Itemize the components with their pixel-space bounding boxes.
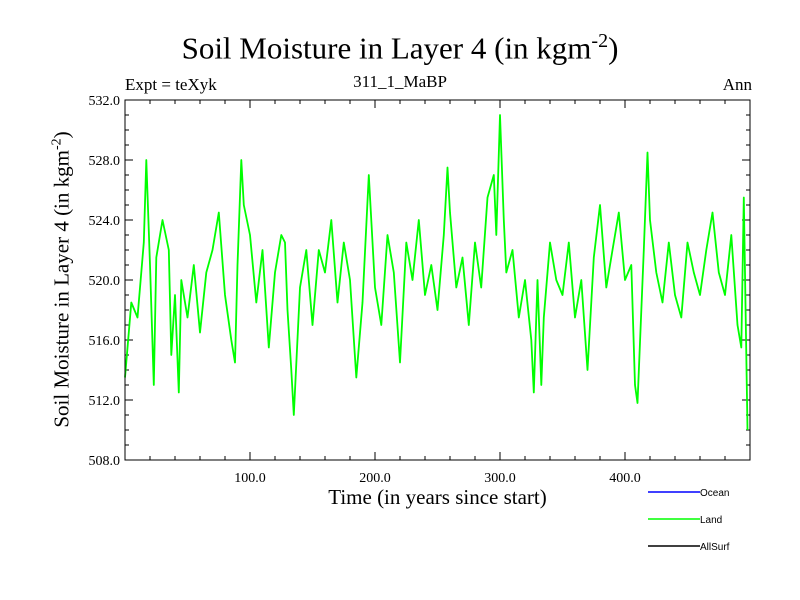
series-layer xyxy=(124,114,749,431)
series-line-land xyxy=(124,114,749,431)
y-tick-label: 516.0 xyxy=(89,334,121,349)
legend-label-allsurf: AllSurf xyxy=(700,542,730,553)
x-tick-label: 100.0 xyxy=(234,471,266,486)
x-tick-label: 300.0 xyxy=(484,471,516,486)
legend-label-ocean: Ocean xyxy=(700,488,729,499)
y-tick-label: 532.0 xyxy=(89,94,121,109)
y-tick-label: 508.0 xyxy=(89,454,121,469)
run-label: 311_1_MaBP xyxy=(353,72,447,91)
tick-layer: 508.0 512.0 516.0 520.0 524.0 528.0 532.0 100.0… xyxy=(89,94,750,486)
x-tick-label: 200.0 xyxy=(359,471,391,486)
legend-label-land: Land xyxy=(700,515,722,526)
y-tick-label: 528.0 xyxy=(89,154,121,169)
y-tick-label: 512.0 xyxy=(89,394,121,409)
chart-title: Soil Moisture in Layer 4 (in kgm-2) xyxy=(181,30,619,66)
plot-frame xyxy=(124,99,751,461)
legend: Ocean Land AllSurf xyxy=(648,488,730,553)
x-tick-label: 400.0 xyxy=(609,471,641,486)
x-axis-label: Time (in years since start) xyxy=(328,485,547,509)
y-axis-label: Soil Moisture in Layer 4 (in kgm-2) xyxy=(49,131,74,428)
y-tick-label: 524.0 xyxy=(89,214,121,229)
y-tick-label: 520.0 xyxy=(89,274,121,289)
season-label: Ann xyxy=(722,75,752,94)
experiment-label: Expt = teXyk xyxy=(125,75,217,94)
